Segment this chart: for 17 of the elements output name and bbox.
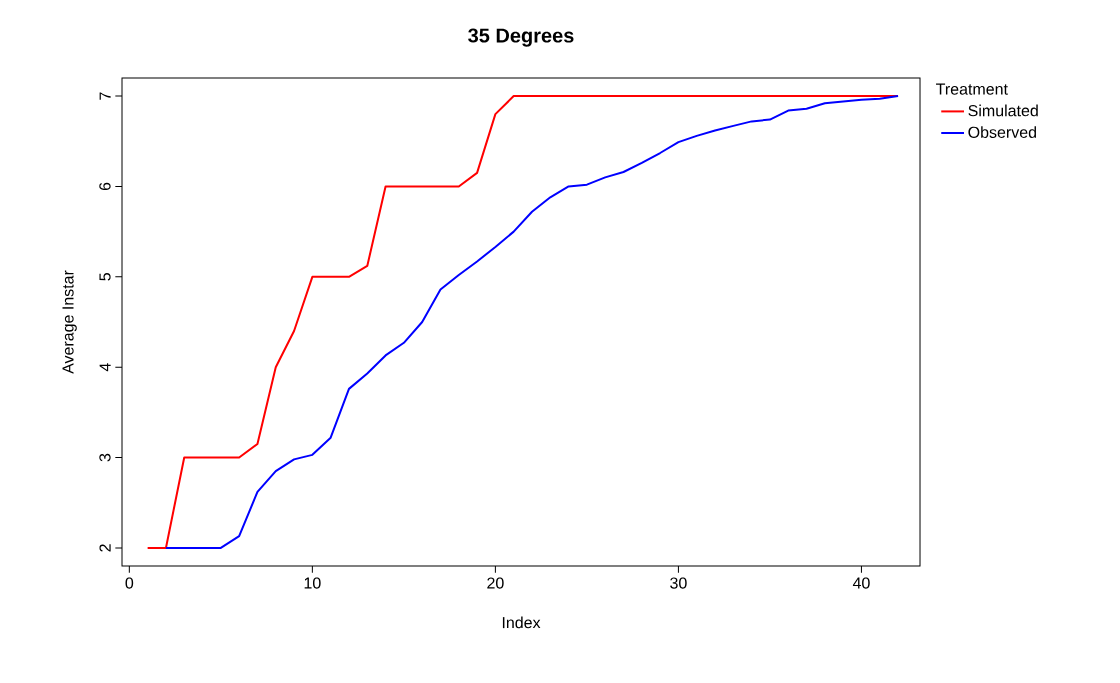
y-tick-label: 6 bbox=[99, 182, 111, 191]
y-axis-title: Average Instar bbox=[62, 270, 77, 374]
legend-title: Treatment bbox=[936, 83, 1008, 95]
y-tick-label: 3 bbox=[99, 453, 111, 462]
x-tick-label: 30 bbox=[670, 577, 687, 589]
legend-label: Observed bbox=[968, 126, 1036, 138]
x-tick-label: 10 bbox=[304, 577, 321, 589]
chart-title: 35 Degrees bbox=[468, 28, 574, 47]
x-tick-label: 40 bbox=[852, 577, 870, 589]
y-tick-label: 7 bbox=[99, 92, 111, 100]
y-tick-label: 5 bbox=[99, 273, 111, 281]
x-axis-title: Index bbox=[502, 616, 541, 629]
legend-label: Simulated bbox=[968, 104, 1038, 117]
y-tick-label: 2 bbox=[99, 544, 111, 552]
y-tick-label: 4 bbox=[99, 363, 111, 372]
x-tick-label: 20 bbox=[487, 577, 504, 589]
x-tick-label: 0 bbox=[125, 577, 134, 589]
